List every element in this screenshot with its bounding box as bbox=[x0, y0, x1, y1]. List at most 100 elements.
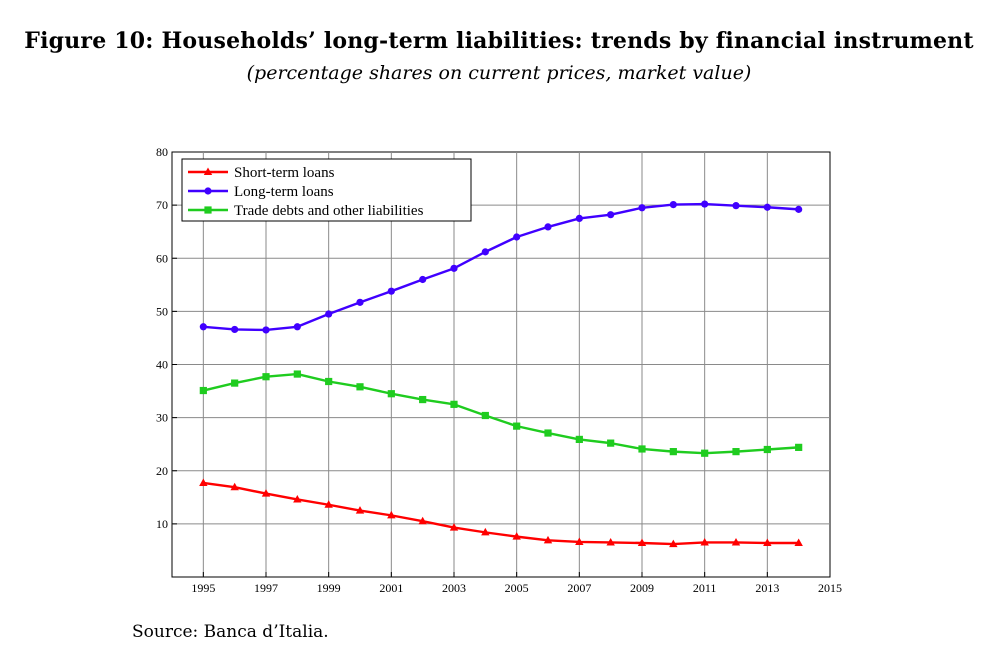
trade-debts-and-other-liabilities-point bbox=[763, 445, 771, 454]
long-term-loans-point bbox=[701, 200, 709, 208]
trade-debts-and-other-liabilities-point bbox=[419, 395, 427, 404]
short-term-loans-point bbox=[261, 489, 271, 497]
legend-box bbox=[181, 158, 472, 222]
long-term-loans-point bbox=[575, 214, 583, 223]
y-tick-label: 70 bbox=[156, 198, 168, 212]
short-term-loans-point bbox=[669, 539, 678, 548]
trade-debts-and-other-liabilities-point bbox=[795, 443, 803, 451]
long-term-loans-point bbox=[795, 205, 803, 213]
x-tick-label: 2009 bbox=[630, 581, 654, 595]
long-term-loans-point bbox=[544, 223, 552, 231]
x-tick-label: 2013 bbox=[755, 581, 779, 595]
long-term-loans-point bbox=[262, 326, 270, 334]
source-note: Source: Banca d’Italia. bbox=[132, 622, 329, 642]
trade-debts-and-other-liabilities-point bbox=[575, 435, 583, 444]
trade-debts-and-other-liabilities-point bbox=[262, 373, 270, 381]
figure-subtitle: (percentage shares on current prices, ma… bbox=[246, 62, 752, 84]
short-term-loans-point bbox=[418, 516, 427, 525]
legend: Short-term loans Long-term loans Trade deb… bbox=[181, 158, 472, 222]
trade-debts-and-other-liabilities-point bbox=[356, 383, 364, 391]
long-term-loans-point bbox=[450, 264, 458, 272]
long-term-loans-point bbox=[199, 323, 207, 331]
x-tick-label: 2015 bbox=[818, 581, 842, 595]
trade-debts-and-other-liabilities-point bbox=[669, 448, 677, 456]
legend-label: Trade debts and other liabilities bbox=[234, 203, 424, 219]
short-term-loans-point bbox=[199, 478, 208, 486]
short-term-loans-line bbox=[203, 481, 799, 546]
short-term-loans-point bbox=[700, 537, 709, 546]
x-tick-label: 2005 bbox=[505, 581, 529, 595]
series-layer bbox=[199, 200, 803, 548]
trade-debts-and-other-liabilities-point bbox=[293, 370, 301, 378]
trade-debts-and-other-liabilities-point bbox=[450, 400, 458, 408]
long-term-loans-point bbox=[387, 287, 395, 295]
short-term-loans-point bbox=[543, 535, 553, 544]
y-tick-label: 60 bbox=[156, 251, 168, 265]
y-tick-label: 80 bbox=[156, 145, 168, 159]
x-tick-label: 1995 bbox=[191, 581, 215, 595]
legend-label: Short-term loans bbox=[234, 165, 335, 181]
legend-label: Long-term loans bbox=[234, 184, 334, 200]
long-term-loans-point bbox=[513, 233, 521, 241]
x-tick-label: 1999 bbox=[317, 581, 341, 595]
y-tick-label: 50 bbox=[156, 304, 168, 318]
grid-layer bbox=[171, 151, 831, 578]
trade-debts-and-other-liabilities-point bbox=[199, 386, 207, 395]
y-tick-label: 20 bbox=[156, 464, 168, 478]
trade-debts-and-other-liabilities-point bbox=[513, 422, 521, 430]
x-tick-label: 2011 bbox=[693, 581, 717, 595]
long-term-loans-point bbox=[293, 323, 301, 331]
trade-debts-and-other-liabilities-point bbox=[544, 429, 552, 437]
long-term-loans-point bbox=[638, 204, 646, 212]
long-term-loans-line bbox=[203, 202, 799, 332]
short-term-loans-point bbox=[355, 506, 365, 514]
short-term-loans-point bbox=[606, 537, 615, 546]
y-tick-label: 10 bbox=[156, 517, 168, 531]
trade-debts-and-other-liabilities-point bbox=[607, 439, 615, 447]
short-term-loans-point bbox=[387, 510, 396, 519]
trade-debts-and-other-liabilities-point bbox=[325, 377, 333, 386]
trade-debts-and-other-liabilities-point bbox=[231, 379, 239, 387]
x-tick-label: 1997 bbox=[254, 581, 278, 595]
x-tick-label: 2001 bbox=[379, 581, 403, 595]
trade-debts-and-other-liabilities-line bbox=[203, 372, 799, 455]
y-tick-label: 40 bbox=[156, 358, 168, 372]
long-term-loans-point bbox=[732, 202, 740, 210]
short-term-loans-point bbox=[481, 527, 490, 536]
trade-debts-and-other-liabilities-point bbox=[701, 449, 709, 457]
short-term-loans-point bbox=[324, 500, 333, 508]
long-term-loans-point bbox=[419, 275, 427, 284]
axis-layer: 1995 1997 1999 2001 2003 2005 2007 2009 2011 2013… bbox=[156, 145, 842, 595]
short-term-loans-point bbox=[763, 538, 772, 546]
series-short-term-loans bbox=[199, 478, 803, 548]
short-term-loans-point bbox=[230, 482, 239, 491]
long-term-loans-point bbox=[669, 200, 677, 209]
trade-debts-and-other-liabilities-point bbox=[481, 411, 489, 420]
legend-trade-debts-and-other-liabilities-point bbox=[204, 206, 212, 214]
figure-title: Figure 10: Households’ long-term liabili… bbox=[24, 28, 974, 54]
x-tick-label: 2003 bbox=[442, 581, 466, 595]
short-term-loans-point bbox=[575, 537, 584, 545]
short-term-loans-point bbox=[449, 523, 459, 531]
short-term-loans-point bbox=[512, 532, 521, 540]
series-long-term-loans bbox=[199, 200, 803, 334]
trade-debts-and-other-liabilities-point bbox=[732, 448, 740, 456]
x-tick-label: 2007 bbox=[567, 581, 591, 595]
long-term-loans-point bbox=[481, 248, 489, 256]
legend-long-term-loans-point bbox=[204, 187, 212, 195]
long-term-loans-point bbox=[763, 203, 771, 211]
long-term-loans-point bbox=[356, 298, 364, 306]
long-term-loans-point bbox=[325, 310, 333, 318]
long-term-loans-point bbox=[607, 211, 615, 219]
series-trade-debts-and-other-liabilities bbox=[199, 370, 803, 457]
short-term-loans-point bbox=[794, 538, 803, 546]
long-term-loans-point bbox=[231, 325, 239, 334]
short-term-loans-point bbox=[731, 537, 741, 546]
trade-debts-and-other-liabilities-point bbox=[638, 445, 646, 453]
legend-short-term-loans-point bbox=[203, 167, 213, 175]
y-tick-label: 30 bbox=[156, 411, 168, 425]
short-term-loans-point bbox=[637, 538, 647, 546]
short-term-loans-point bbox=[293, 494, 302, 503]
trade-debts-and-other-liabilities-point bbox=[387, 390, 395, 398]
